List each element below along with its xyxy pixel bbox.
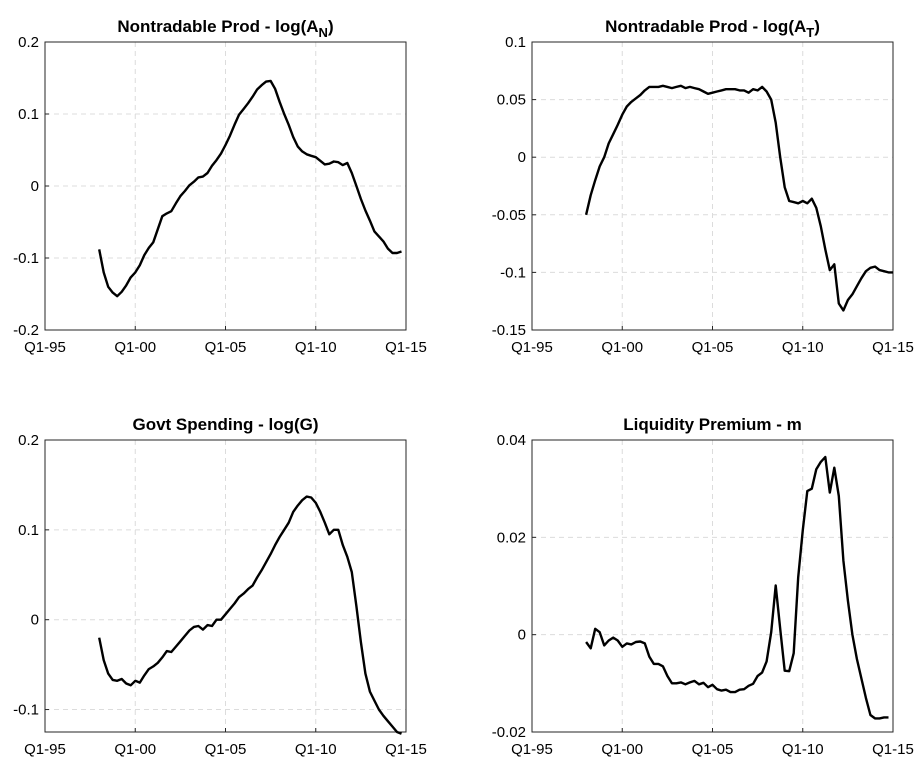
x-tick-label: Q1-05 — [205, 741, 247, 758]
chart-title: Liquidity Premium - m — [623, 415, 802, 434]
x-tick-label: Q1-00 — [601, 741, 643, 758]
x-tick-label: Q1-10 — [295, 741, 337, 758]
chart-title: Nontradable Prod - log(AT) — [605, 17, 820, 40]
series-line — [98, 79, 402, 298]
x-tick-label: Q1-95 — [511, 339, 553, 356]
x-tick-label: Q1-10 — [782, 741, 824, 758]
x-tick-label: Q1-10 — [295, 339, 337, 356]
chart-panel-3: Q1-95 Q1-00 Q1-05 Q1-10 Q1-15 -0.1 0 0.1 0.2 Govt… — [13, 415, 427, 758]
x-tick-label: Q1-05 — [692, 741, 734, 758]
y-tick-label: 0 — [31, 178, 39, 195]
x-tick-label: Q1-95 — [24, 339, 66, 356]
y-tick-label: -0.1 — [13, 702, 39, 719]
y-tick-label: -0.05 — [492, 207, 526, 224]
chart-panel-1: Q1-95 Q1-00 Q1-05 Q1-10 Q1-15 -0.2 -0.1 0 0.1 0.2… — [13, 17, 427, 356]
x-tick-label: Q1-15 — [385, 741, 427, 758]
chart-panel-2: Q1-95 Q1-00 Q1-05 Q1-10 Q1-15 -0.15 -0.1 -0.05 0… — [492, 17, 914, 356]
x-tick-label: Q1-95 — [24, 741, 66, 758]
x-tick-label: Q1-05 — [692, 339, 734, 356]
x-tick-label: Q1-00 — [114, 339, 156, 356]
y-tick-label: 0.05 — [497, 92, 526, 109]
y-tick-label: -0.02 — [492, 724, 526, 741]
y-tick-label: 0.04 — [497, 432, 526, 449]
y-tick-label: -0.1 — [500, 264, 526, 281]
y-tick-label: 0 — [31, 612, 39, 629]
x-tick-label: Q1-15 — [872, 741, 914, 758]
y-tick-label: 0.1 — [18, 522, 39, 539]
y-tick-label: 0 — [518, 149, 526, 166]
x-tick-label: Q1-05 — [205, 339, 247, 356]
series-line — [585, 455, 889, 720]
y-tick-label: 0.1 — [505, 34, 526, 51]
chart-title: Govt Spending - log(G) — [132, 415, 318, 434]
x-tick-label: Q1-00 — [114, 741, 156, 758]
x-tick-label: Q1-00 — [601, 339, 643, 356]
y-tick-label: -0.2 — [13, 322, 39, 339]
y-tick-label: 0.2 — [18, 34, 39, 51]
y-tick-label: -0.1 — [13, 250, 39, 267]
x-tick-label: Q1-15 — [872, 339, 914, 356]
series-line — [584, 84, 893, 312]
series-line — [98, 495, 402, 735]
y-tick-label: 0.1 — [18, 106, 39, 123]
chart-panel-4: Q1-95 Q1-00 Q1-05 Q1-10 Q1-15 -0.02 0 0.02 0.04 L… — [492, 415, 914, 758]
x-tick-label: Q1-15 — [385, 339, 427, 356]
y-tick-label: 0.02 — [497, 529, 526, 546]
x-tick-label: Q1-95 — [511, 741, 553, 758]
y-tick-label: 0 — [518, 627, 526, 644]
y-tick-label: 0.2 — [18, 432, 39, 449]
y-tick-label: -0.15 — [492, 322, 526, 339]
x-tick-label: Q1-10 — [782, 339, 824, 356]
chart-title: Nontradable Prod - log(AN) — [117, 17, 333, 40]
